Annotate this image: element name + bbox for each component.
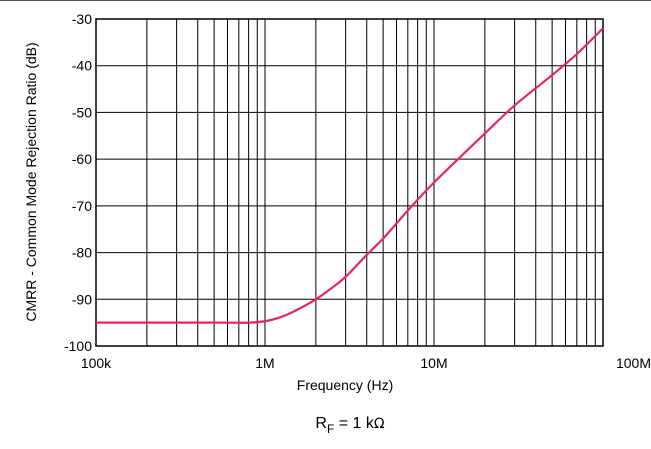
plot-frame	[95, 18, 604, 347]
x-tick-labels: 100k 1M 10M 100M	[81, 355, 651, 371]
condition-subscript: F	[327, 422, 334, 436]
top-border-line	[0, 0, 651, 1]
x-axis-title: Frequency (Hz)	[297, 377, 393, 393]
y-tick-label: -100	[64, 338, 92, 354]
condition-value: = 1 k	[334, 415, 375, 432]
condition-base: R	[315, 415, 327, 432]
x-tick-label: 100M	[616, 355, 651, 371]
condition-unit: Ω	[374, 416, 385, 432]
series-layer	[96, 27, 604, 324]
y-tick-label: -40	[72, 58, 92, 74]
y-axis-title: CMRR - Common Mode Rejection Ratio (dB)	[23, 42, 39, 321]
y-tick-label: -60	[72, 151, 92, 167]
grid	[96, 18, 603, 347]
y-tick-label: -30	[72, 11, 92, 27]
y-tick-label: -70	[72, 198, 92, 214]
x-tick-label: 1M	[255, 355, 274, 371]
y-tick-label: -90	[72, 291, 92, 307]
condition-label: RF = 1 kΩ	[315, 415, 384, 436]
x-tick-label: 10M	[420, 355, 447, 371]
y-tick-label: -50	[72, 104, 92, 120]
y-tick-label: -80	[72, 245, 92, 261]
x-tick-label: 100k	[81, 355, 112, 371]
y-tick-labels: -30 -40 -50 -60 -70 -80 -90 -100	[64, 11, 92, 354]
cmrr-curve	[96, 27, 604, 324]
